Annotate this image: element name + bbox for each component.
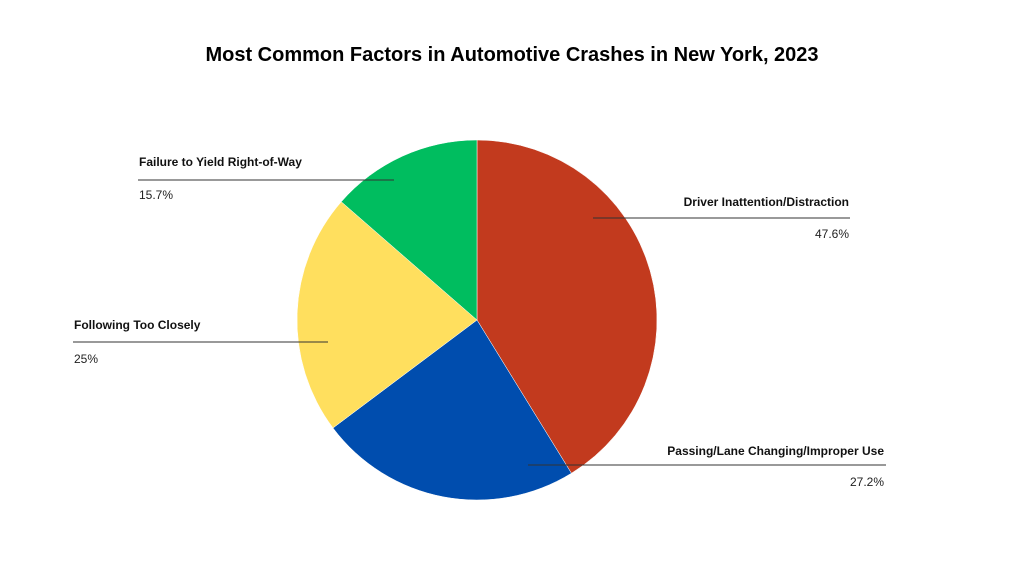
pie-slice-failure-to-yield-right-of-way — [340, 139, 478, 321]
slice-percent: 27.2% — [850, 475, 884, 489]
slice-label: Failure to Yield Right-of-Way — [139, 155, 302, 169]
slice-label: Driver Inattention/Distraction — [684, 195, 849, 209]
slice-percent: 25% — [74, 352, 98, 366]
pie-slices — [296, 139, 658, 501]
pie-slice-driver-inattention-distraction — [476, 139, 658, 474]
slice-percent: 47.6% — [815, 227, 849, 241]
slice-label: Passing/Lane Changing/Improper Use — [667, 444, 884, 458]
slice-label: Following Too Closely — [74, 318, 201, 332]
pie-labels: Driver Inattention/Distraction 47.6% Passi… — [73, 155, 886, 489]
pie-slice-following-too-closely — [296, 201, 478, 429]
slice-percent: 15.7% — [139, 188, 173, 202]
chart-title: Most Common Factors in Automotive Crashe… — [205, 44, 819, 66]
pie-slice-passing-lane-changing-improper-use — [332, 319, 572, 501]
